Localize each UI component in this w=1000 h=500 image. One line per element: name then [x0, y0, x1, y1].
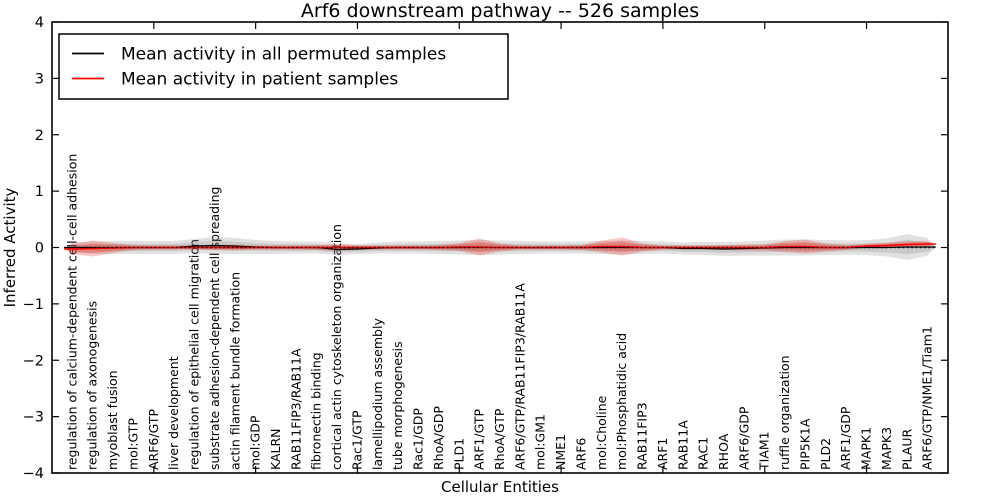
- entity-label: RhoA/GTP: [492, 408, 507, 470]
- y-tick-label: −3: [23, 410, 44, 426]
- entity-label: RhoA/GDP: [431, 406, 446, 470]
- entity-label: Rac1/GTP: [350, 410, 365, 470]
- entity-label: KALRN: [268, 428, 283, 470]
- entity-label: lamellipodium assembly: [370, 318, 385, 470]
- entity-label: NME1: [553, 434, 568, 470]
- entity-label: ARF6/GTP/NME1/Tiam1: [920, 326, 935, 470]
- entity-label: PLAUR: [899, 429, 914, 470]
- entity-label: RAC1: [696, 437, 711, 470]
- entity-label: MAPK3: [879, 427, 894, 470]
- entity-label: regulation of axonogenesis: [85, 301, 100, 470]
- entity-label: mol:Phosphatidic acid: [614, 333, 629, 470]
- entity-label: actin filament bundle formation: [227, 272, 242, 470]
- y-tick-label: 0: [35, 241, 44, 257]
- entity-label: ruffle organization: [777, 355, 792, 470]
- entity-label: ARF1/GDP: [838, 406, 853, 470]
- y-axis-title: Inferred Activity: [1, 187, 19, 307]
- entity-label: mol:GTP: [126, 418, 141, 470]
- y-tick-label: −4: [23, 466, 44, 482]
- entity-label: TIAM1: [757, 431, 772, 471]
- entity-label: ARF6/GTP/RAB11FIP3/RAB11A: [512, 283, 527, 470]
- entity-label: RAB11FIP3: [635, 402, 650, 470]
- entity-label: fibronectin binding: [309, 352, 324, 470]
- y-tick-label: 1: [35, 184, 44, 200]
- x-axis-title: Cellular Entities: [441, 478, 559, 496]
- entity-label: ARF6: [574, 438, 589, 470]
- entity-label: RAB11A: [675, 420, 690, 470]
- entity-label: mol:GDP: [248, 415, 263, 470]
- entity-label: PIP5K1A: [798, 418, 813, 470]
- entity-label: MAPK1: [859, 427, 874, 470]
- legend-box: [58, 33, 509, 100]
- entity-label: tube morphogenesis: [390, 341, 405, 470]
- chart-title: Arf6 downstream pathway -- 526 samples: [301, 0, 699, 22]
- entity-label: regulation of epithelial cell migration: [187, 239, 202, 470]
- y-tick-label: 2: [35, 128, 44, 144]
- entity-label: regulation of calcium-dependent cell-cel…: [64, 154, 79, 470]
- entity-label: ARF6/GTP: [146, 409, 161, 470]
- legend-label-permuted: Mean activity in all permuted samples: [121, 45, 446, 65]
- entity-label: ARF1/GTP: [472, 409, 487, 470]
- entity-label: RHOA: [716, 433, 731, 470]
- y-tick-label: 3: [35, 71, 44, 87]
- entity-label: cortical actin cytoskeleton organization: [329, 224, 344, 470]
- entity-label: PLD2: [818, 438, 833, 470]
- entity-label: Rac1/GDP: [411, 408, 426, 470]
- y-tick-label: −2: [23, 353, 44, 369]
- entity-label: PLD1: [451, 438, 466, 470]
- legend-label-patient: Mean activity in patient samples: [121, 70, 398, 90]
- entity-label: myoblast fusion: [105, 370, 120, 470]
- entity-label: mol:Choline: [594, 395, 609, 470]
- entity-label: mol:GM1: [533, 414, 548, 470]
- y-tick-label: −1: [23, 297, 44, 313]
- y-tick-label: 4: [35, 15, 44, 31]
- entity-label: ARF1: [655, 438, 670, 470]
- entity-label: liver development: [166, 356, 181, 470]
- entity-label: RAB11FIP3/RAB11A: [288, 348, 303, 470]
- entity-label: ARF6/GDP: [736, 406, 751, 470]
- entity-label: substrate adhesion-dependent cell spread…: [207, 187, 222, 470]
